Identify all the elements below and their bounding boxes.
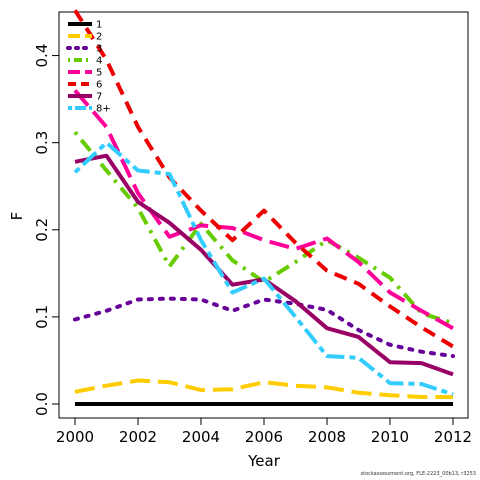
x-tick-label: 2012 — [434, 428, 472, 446]
y-tick-label: 0.1 — [33, 305, 51, 329]
x-tick-label: 2000 — [56, 428, 94, 446]
legend-label-7: 7 — [96, 92, 102, 103]
y-axis-label: F — [8, 212, 26, 221]
x-axis: 2000 2002 2004 2006 2008 2010 2012 — [56, 418, 472, 446]
series-line-4 — [73, 130, 454, 325]
x-tick-label: 2002 — [119, 428, 157, 446]
x-tick-label: 2004 — [182, 428, 220, 446]
y-tick-label: 0.0 — [33, 392, 51, 416]
legend-label-8+: 8+ — [96, 104, 111, 115]
y-tick-label: 0.4 — [33, 44, 51, 68]
footer-text: stockassessment.org, FLE-2223_00b13, r32… — [360, 471, 477, 477]
series-line-6 — [73, 9, 455, 349]
y-axis: 0.0 0.1 0.2 0.3 0.4 — [33, 44, 59, 416]
series-line-2 — [74, 378, 453, 399]
series-line-3 — [73, 296, 455, 359]
legend-label-2: 2 — [96, 32, 102, 43]
y-tick-label: 0.3 — [33, 131, 51, 155]
x-tick-label: 2010 — [371, 428, 409, 446]
x-axis-label: Year — [247, 452, 281, 470]
series-line-8+ — [73, 140, 454, 397]
series-layer — [73, 9, 455, 406]
series-line-7 — [74, 153, 454, 377]
legend-label-1: 1 — [96, 20, 102, 31]
plot-frame — [58, 11, 469, 419]
legend-label-5: 5 — [96, 68, 102, 79]
x-tick-label: 2008 — [308, 428, 346, 446]
series-line-5 — [73, 89, 454, 330]
x-tick-label: 2006 — [245, 428, 283, 446]
y-tick-label: 0.2 — [33, 218, 51, 242]
legend-label-4: 4 — [96, 56, 102, 67]
legend-label-3: 3 — [96, 44, 102, 55]
legend-label-6: 6 — [96, 80, 102, 91]
